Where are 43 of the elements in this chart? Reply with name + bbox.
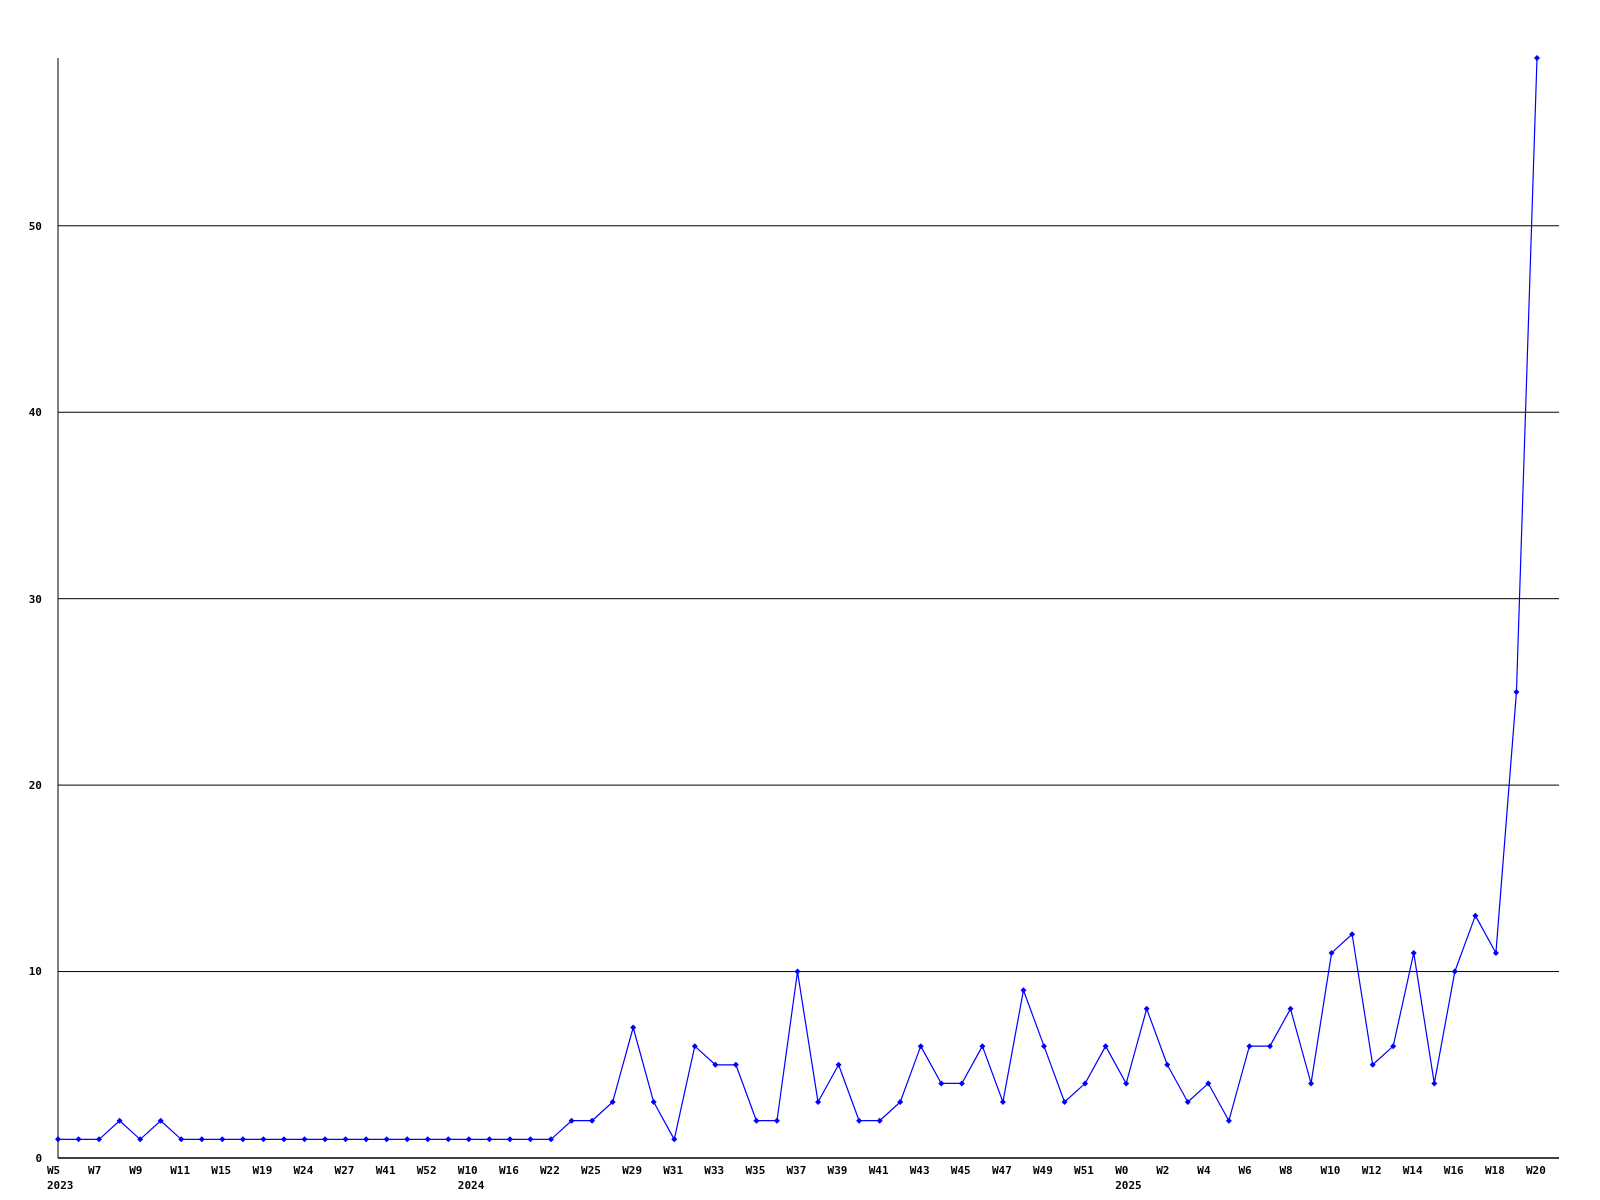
x-tick-label: W11 [170,1164,191,1177]
x-tick-label: W22 [540,1164,560,1177]
y-tick-label: 20 [28,778,42,792]
x-tick-label: W20 [1526,1164,1546,1177]
x-tick-label: W10 [1320,1164,1341,1177]
y-tick-label: 30 [28,592,42,606]
y-tick-label: 50 [28,219,42,233]
x-tick-label: W52 [416,1164,437,1177]
x-tick-label: W25 [581,1164,601,1177]
x-tick-label: W7 [88,1164,102,1177]
x-tick-label: W45 [950,1164,971,1177]
x-tick-label: W18 [1484,1164,1505,1177]
x-tick-label: W14 [1402,1164,1423,1177]
x-tick-label: W33 [704,1164,725,1177]
x-tick-label: W8 [1279,1164,1293,1177]
x-tick-label: W24 [293,1164,314,1177]
x-tick-label: W35 [745,1164,766,1177]
x-tick-label: W6 [1238,1164,1253,1177]
x-tick-label: W43 [909,1164,930,1177]
x-tick-label: W31 [663,1164,684,1177]
x-tick-label: W15 [211,1164,232,1177]
y-tick-label: 0 [35,1151,42,1165]
x-tick-label: W12 [1361,1164,1382,1177]
x-tick-label: W41 [375,1164,396,1177]
y-tick-label: 40 [28,406,42,420]
x-tick-label: W19 [252,1164,273,1177]
x-tick-label: W49 [1033,1164,1053,1177]
x-tick-label: W41 [868,1164,889,1177]
x-tick-label: W16 [498,1164,520,1177]
x-tick-label: W51 [1074,1164,1095,1177]
x-tick-label: W29 [622,1164,643,1177]
x-tick-label: W47 [991,1164,1012,1177]
x-tick-label: W4 [1197,1164,1211,1177]
y-tick-label: 10 [28,965,42,979]
x-tick-label: W9 [129,1164,143,1177]
x-tick-label: W37 [786,1164,807,1177]
x-tick-label: W16 [1443,1164,1465,1177]
x-tick-label: W0 2025 [1115,1164,1142,1192]
x-tick-label: W27 [334,1164,355,1177]
x-tick-label: W5 2023 [47,1164,74,1192]
x-tick-label: W10 2024 [457,1164,485,1192]
x-tick-label: W39 [827,1164,848,1177]
x-tick-label: W2 [1156,1164,1170,1177]
